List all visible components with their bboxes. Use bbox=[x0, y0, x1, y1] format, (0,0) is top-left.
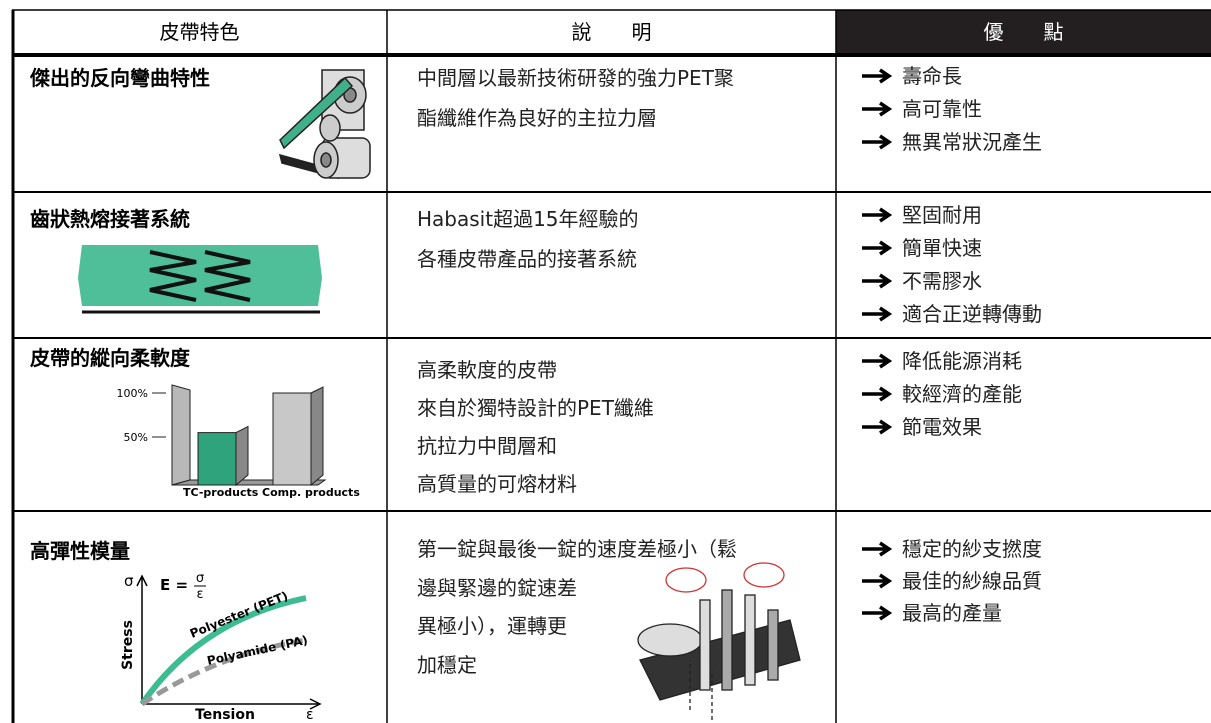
advantage-item: 不需膠水 bbox=[902, 269, 982, 293]
arrow-icon bbox=[862, 573, 893, 589]
arrow-icon bbox=[862, 240, 893, 256]
arrow-icon bbox=[862, 207, 893, 223]
description-line: 高柔軟度的皮帶 bbox=[417, 358, 557, 382]
arrow-icon bbox=[862, 101, 893, 117]
advantage-item: 較經濟的產能 bbox=[902, 382, 1022, 406]
y-axis-label: Stress bbox=[120, 620, 136, 670]
chart-wall bbox=[171, 384, 191, 486]
arrow-icon bbox=[862, 134, 893, 150]
axes bbox=[136, 574, 322, 710]
pulley-illustration bbox=[278, 69, 371, 180]
header-cell: 優 點 bbox=[983, 20, 1064, 44]
formula: σ bbox=[196, 571, 204, 586]
y-tick-label: 100% bbox=[117, 387, 148, 400]
arrow-icon bbox=[862, 353, 893, 369]
advantage-item: 適合正逆轉傳動 bbox=[902, 302, 1042, 326]
bar bbox=[197, 432, 237, 486]
description-line: 中間層以最新技術研發的強力PET聚 bbox=[417, 66, 734, 90]
description-line: 各種皮帶產品的接著系統 bbox=[417, 247, 637, 271]
axis-symbol: σ bbox=[124, 572, 134, 590]
feature-title: 傑出的反向彎曲特性 bbox=[30, 66, 210, 90]
feature-title: 齒狀熱熔接著系統 bbox=[30, 207, 190, 231]
curve-pa bbox=[140, 637, 307, 707]
description-line: 來自於獨特設計的PET纖維 bbox=[417, 396, 654, 420]
advantage-item: 高可靠性 bbox=[902, 97, 982, 121]
header-cell: 說 明 bbox=[571, 20, 652, 44]
curve-label: Polyamide (PA) bbox=[206, 633, 309, 668]
description-line: 異極小），運轉更 bbox=[417, 614, 567, 638]
description-line: 酯纖維作為良好的主拉力層 bbox=[417, 106, 657, 130]
header-cell: 皮帶特色 bbox=[159, 20, 240, 44]
arrow-icon bbox=[862, 386, 893, 402]
arrow-icon bbox=[862, 605, 893, 621]
arrow-icon bbox=[862, 419, 893, 435]
bar-side bbox=[235, 425, 249, 487]
advantage-item: 降低能源消耗 bbox=[902, 349, 1022, 373]
spindle-illustration bbox=[637, 562, 801, 720]
description-line: 加穩定 bbox=[417, 652, 477, 677]
y-tick-label: 50% bbox=[124, 431, 148, 444]
x-tick-label: TC-products bbox=[183, 486, 259, 499]
feature-title: 皮帶的縱向柔軟度 bbox=[30, 346, 190, 370]
description-line: 高質量的可熔材料 bbox=[417, 472, 577, 496]
axis-symbol: ε bbox=[306, 707, 314, 723]
arrow-icon bbox=[862, 273, 893, 289]
advantage-item: 最高的產量 bbox=[902, 601, 1002, 625]
advantage-item: 簡單快速 bbox=[902, 236, 982, 260]
advantage-item: 壽命長 bbox=[902, 64, 962, 88]
description-line: 邊與緊邊的錠速差 bbox=[417, 575, 577, 600]
x-tick-label: Comp. products bbox=[262, 486, 360, 499]
arrow-icon bbox=[862, 306, 893, 322]
curve-pet bbox=[139, 595, 307, 706]
advantage-item: 最佳的紗線品質 bbox=[902, 569, 1042, 593]
formula: ε bbox=[196, 587, 203, 602]
description-line: 第一錠與最後一錠的速度差極小（鬆 bbox=[417, 537, 737, 561]
arrow-icon bbox=[862, 68, 893, 84]
bar bbox=[272, 392, 312, 486]
advantage-item: 堅固耐用 bbox=[902, 203, 982, 227]
description-line: 抗拉力中間層和 bbox=[417, 434, 557, 458]
x-axis-label: Tension bbox=[195, 707, 255, 723]
joint-illustration bbox=[78, 245, 322, 314]
description-line: Habasit超過15年經驗的 bbox=[417, 207, 639, 231]
advantage-item: 節電效果 bbox=[902, 415, 982, 439]
bar-side bbox=[310, 386, 324, 487]
advantage-item: 無異常狀況產生 bbox=[902, 130, 1042, 154]
advantage-item: 穩定的紗支撚度 bbox=[902, 537, 1042, 561]
arrow-icon bbox=[862, 541, 893, 557]
feature-title: 高彈性模量 bbox=[30, 539, 130, 563]
formula: E = bbox=[160, 576, 188, 594]
